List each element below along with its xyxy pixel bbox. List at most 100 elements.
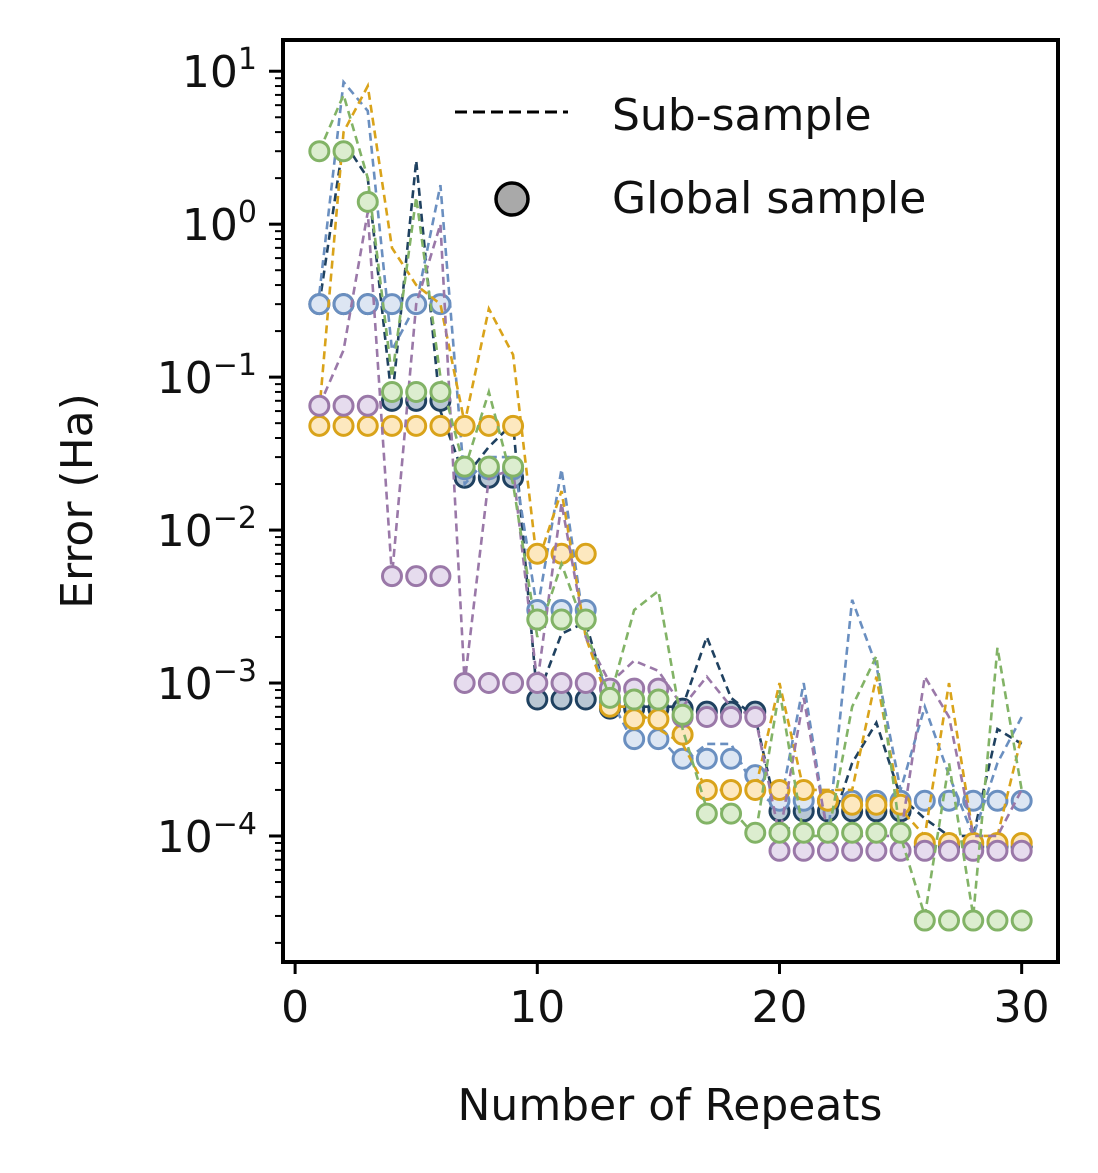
global-point-purple (502, 672, 525, 695)
global-point-gold (744, 778, 767, 801)
global-point-gold (768, 778, 791, 801)
legend-global-marker (494, 181, 530, 217)
global-point-gold (695, 778, 718, 801)
global-point-green (526, 608, 549, 631)
global-point-steel-blue (308, 293, 331, 316)
global-point-green (429, 380, 452, 403)
global-point-green (647, 688, 670, 711)
x-tick-label-1: 10 (509, 982, 565, 1033)
global-point-purple (720, 705, 743, 728)
global-point-steel-blue (380, 293, 403, 316)
global-point-purple (477, 672, 500, 695)
global-point-gold (405, 414, 428, 437)
global-point-green (792, 821, 815, 844)
global-point-green (502, 455, 525, 478)
global-point-green (768, 821, 791, 844)
global-point-purple (1010, 839, 1033, 862)
global-point-green (938, 909, 961, 932)
global-point-steel-blue (695, 747, 718, 770)
global-point-green (1010, 909, 1033, 932)
global-point-purple (865, 839, 888, 862)
global-point-green (453, 455, 476, 478)
global-point-green (405, 380, 428, 403)
global-point-green (913, 909, 936, 932)
subsample-line-dark-navy (318, 137, 1023, 838)
global-point-steel-blue (962, 789, 985, 812)
global-point-gold (623, 708, 646, 731)
global-point-gold (356, 414, 379, 437)
global-point-purple (405, 565, 428, 588)
global-point-steel-blue (720, 747, 743, 770)
global-point-gold (453, 414, 476, 437)
subsample-line-green (318, 91, 1023, 917)
global-point-gold (792, 778, 815, 801)
y-tick-label-3: 10−2 (157, 501, 257, 557)
global-point-purple (744, 705, 767, 728)
global-point-green (889, 821, 912, 844)
y-tick-label-4: 10−3 (157, 654, 257, 710)
legend-global-label: Global sample (612, 173, 926, 224)
global-point-gold (720, 778, 743, 801)
axis-layer: 0 10 20 30 101 100 10−1 10−2 10−3 10−4 (157, 42, 1050, 1033)
global-point-gold (429, 414, 452, 437)
global-point-green (744, 821, 767, 844)
x-tick-label-0: 0 (281, 982, 309, 1033)
global-point-gold (647, 708, 670, 731)
global-point-gold (865, 793, 888, 816)
global-point-green (550, 608, 573, 631)
global-point-steel-blue (623, 728, 646, 751)
global-point-gold (526, 542, 549, 565)
global-point-purple (986, 839, 1009, 862)
global-point-green (671, 703, 694, 726)
y-tick-label-5: 10−4 (157, 807, 257, 863)
global-point-purple (841, 839, 864, 862)
global-point-green (986, 909, 1009, 932)
global-point-gold (308, 414, 331, 437)
global-point-green (816, 821, 839, 844)
global-point-green (962, 909, 985, 932)
x-tick-label-2: 20 (751, 982, 807, 1033)
global-point-purple (695, 705, 718, 728)
global-point-green (720, 802, 743, 825)
global-point-green (356, 190, 379, 213)
subsample-line-purple (318, 211, 1023, 838)
global-point-purple (356, 394, 379, 417)
global-point-purple (938, 839, 961, 862)
global-point-purple (526, 672, 549, 695)
global-point-gold (574, 542, 597, 565)
global-point-purple (550, 672, 573, 695)
global-point-steel-blue (332, 293, 355, 316)
global-point-green (380, 380, 403, 403)
global-point-green (865, 821, 888, 844)
global-point-green (841, 821, 864, 844)
y-tick-label-1: 100 (182, 195, 257, 251)
global-point-steel-blue (986, 789, 1009, 812)
global-point-purple (332, 394, 355, 417)
global-point-purple (792, 839, 815, 862)
y-axis-label: Error (Ha) (52, 393, 103, 609)
x-axis-label: Number of Repeats (458, 1080, 883, 1131)
x-tick-label-3: 30 (994, 982, 1050, 1033)
global-point-gold (332, 414, 355, 437)
global-point-purple (574, 672, 597, 695)
global-point-green (332, 140, 355, 163)
global-point-green (695, 802, 718, 825)
global-point-steel-blue (913, 789, 936, 812)
legend-subsample-label: Sub-sample (612, 90, 872, 141)
global-point-steel-blue (671, 747, 694, 770)
global-point-green (308, 140, 331, 163)
global-point-green (598, 686, 621, 709)
plot-frame (281, 38, 1060, 964)
y-tick-label-2: 10−1 (157, 348, 257, 404)
global-point-green (574, 608, 597, 631)
global-point-purple (453, 672, 476, 695)
global-point-gold (502, 414, 525, 437)
series-purple (308, 211, 1033, 862)
y-tick-label-0: 101 (182, 42, 257, 98)
global-point-steel-blue (1010, 789, 1033, 812)
global-point-purple (429, 565, 452, 588)
global-point-purple (380, 565, 403, 588)
global-point-gold (841, 793, 864, 816)
global-point-purple (816, 839, 839, 862)
